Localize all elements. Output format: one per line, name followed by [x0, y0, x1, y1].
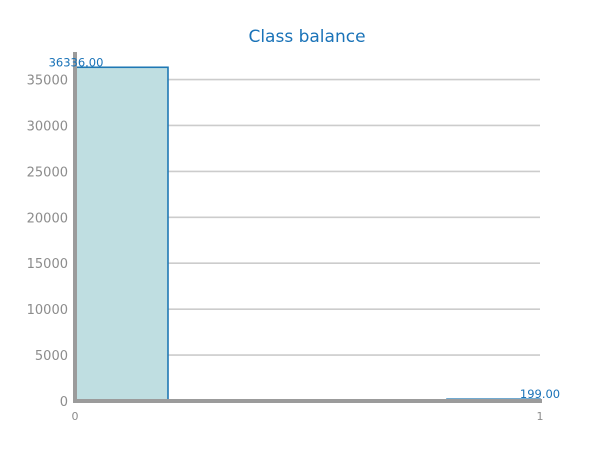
y-tick-labels: 0 5000 10000 15000 20000 25000 30000 35000: [27, 74, 68, 410]
chart-title: Class balance: [248, 27, 365, 47]
y-tick-label: 25000: [27, 165, 68, 180]
x-tick-label: 0: [72, 410, 79, 423]
bars: [74, 66, 541, 402]
y-tick-label: 15000: [27, 257, 68, 272]
y-tick-label: 5000: [35, 349, 68, 364]
y-tick-label: 10000: [27, 303, 68, 318]
x-tick-label: 1: [537, 410, 544, 423]
axes: [73, 52, 542, 403]
y-tick-label: 20000: [27, 211, 68, 226]
y-tick-label: 35000: [27, 74, 68, 89]
bar-0: [74, 66, 169, 402]
data-label-1: 199.00: [520, 387, 560, 401]
y-tick-label: 30000: [27, 119, 68, 134]
data-label-0: 36336.00: [49, 55, 104, 69]
data-labels: 36336.00 199.00: [49, 55, 561, 401]
y-tick-label: 0: [60, 395, 68, 410]
